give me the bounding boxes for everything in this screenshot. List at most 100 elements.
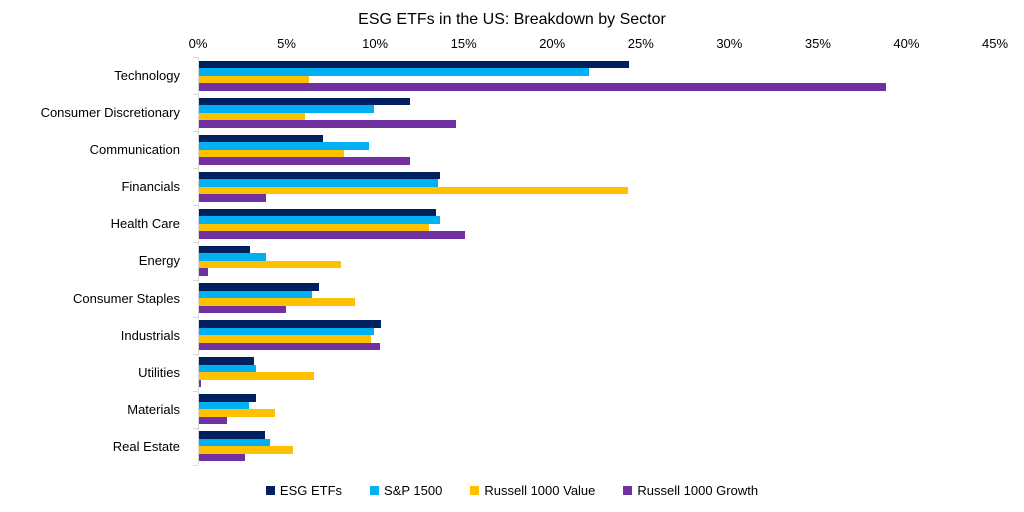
y-axis-category-labels: Technology Consumer Discretionary Communic…: [0, 57, 186, 465]
category-label: Communication: [89, 142, 180, 158]
bar: [199, 438, 270, 447]
x-axis-tick-label: 40%: [893, 36, 920, 51]
legend-swatch: [470, 486, 480, 495]
x-axis-tick-label: 0%: [188, 36, 208, 51]
category-label: Consumer Discretionary: [40, 105, 180, 121]
category-label: Industrials: [120, 327, 180, 343]
x-axis-tick-label: 30%: [716, 36, 743, 51]
bar-group: [199, 354, 996, 391]
legend-label: ESG ETFs: [279, 483, 343, 498]
bar: [199, 75, 309, 83]
bar: [199, 260, 341, 269]
category-axis-tick: [193, 316, 198, 318]
bar: [199, 208, 437, 217]
bar: [199, 179, 439, 187]
bar: [199, 68, 589, 76]
x-axis-tick-label: 10%: [362, 36, 389, 51]
legend-item: S&P 1500: [370, 483, 442, 498]
x-axis-tick-label: 15%: [450, 36, 477, 51]
bar: [199, 431, 265, 439]
legend-label: Russell 1000 Growth: [637, 483, 759, 498]
bar: [199, 194, 267, 202]
category-label: Health Care: [110, 216, 180, 232]
bar: [199, 157, 410, 165]
legend-swatch: [265, 486, 275, 495]
bar: [199, 142, 370, 150]
bar-group: [199, 168, 996, 205]
category-axis-tick: [193, 390, 198, 392]
bar: [199, 149, 345, 158]
category-axis-tick: [193, 427, 198, 429]
bar: [199, 394, 256, 402]
x-axis-tick-label: 45%: [981, 36, 1009, 51]
bar: [199, 409, 276, 417]
category-axis-tick: [193, 94, 198, 96]
bar: [199, 335, 371, 343]
category-label: Materials: [127, 401, 180, 417]
category-label: Consumer Staples: [73, 290, 180, 306]
bar: [199, 357, 254, 365]
bar: [199, 342, 380, 351]
x-axis-tick-label: 35%: [804, 36, 831, 51]
legend-swatch: [370, 486, 380, 495]
category-label: Technology: [114, 68, 180, 83]
bar: [199, 112, 306, 121]
chart-title: ESG ETFs in the US: Breakdown by Sector: [358, 11, 666, 28]
x-axis-tick-label: 5%: [277, 36, 296, 51]
bar-group: [199, 428, 996, 465]
category-axis-tick: [193, 279, 198, 281]
x-axis: 0% 5% 10% 15% 20% 25% 30% 35% 40% 45%: [0, 36, 1024, 52]
bar-group: [199, 242, 996, 279]
bar: [199, 186, 628, 195]
bar: [199, 245, 251, 254]
bar-group: [199, 391, 996, 428]
category-label: Utilities: [138, 364, 180, 380]
bar: [199, 268, 208, 276]
bar: [199, 305, 286, 314]
bar-group: [199, 317, 996, 354]
bar: [199, 298, 355, 306]
bar: [199, 120, 456, 128]
bar-group: [199, 57, 996, 94]
legend-item: ESG ETFs: [265, 483, 343, 498]
legend-label: Russell 1000 Value: [484, 483, 596, 498]
bar: [199, 134, 323, 143]
category-axis-tick: [193, 242, 198, 244]
category-label: Financials: [121, 179, 180, 195]
bar-group: [199, 205, 996, 242]
bar: [199, 253, 267, 261]
bar-group: [199, 94, 996, 131]
bar: [199, 171, 440, 180]
bar: [199, 364, 256, 373]
bar-group: [199, 131, 996, 168]
legend-item: Russell 1000 Value: [470, 483, 595, 498]
bar: [199, 105, 375, 113]
bar: [199, 216, 440, 224]
x-axis-tick-label: 20%: [539, 36, 566, 51]
bar: [199, 320, 382, 328]
category-axis-tick: [193, 131, 198, 133]
legend-item: Russell 1000 Growth: [623, 483, 758, 498]
legend-label: S&P 1500: [384, 483, 443, 498]
bar: [199, 97, 410, 106]
bar: [199, 327, 375, 336]
bar: [199, 446, 293, 454]
bar: [199, 372, 315, 380]
bar: [199, 416, 228, 425]
category-label: Energy: [138, 253, 180, 269]
bar: [199, 83, 887, 91]
bar: [199, 223, 430, 232]
x-axis-tick-label: 25%: [627, 36, 654, 51]
category-axis-tick: [193, 168, 198, 170]
category-label: Real Estate: [112, 438, 180, 454]
bar: [199, 231, 465, 239]
category-axis-tick: [193, 57, 198, 58]
category-axis-tick: [193, 353, 198, 355]
legend: ESG ETFs S&P 1500 Russell 1000 Value Russel…: [0, 483, 1024, 498]
bar: [199, 290, 313, 299]
category-axis-tick: [193, 465, 198, 466]
bar: [199, 283, 320, 291]
plot-area: [193, 57, 996, 466]
bar: [199, 60, 630, 68]
